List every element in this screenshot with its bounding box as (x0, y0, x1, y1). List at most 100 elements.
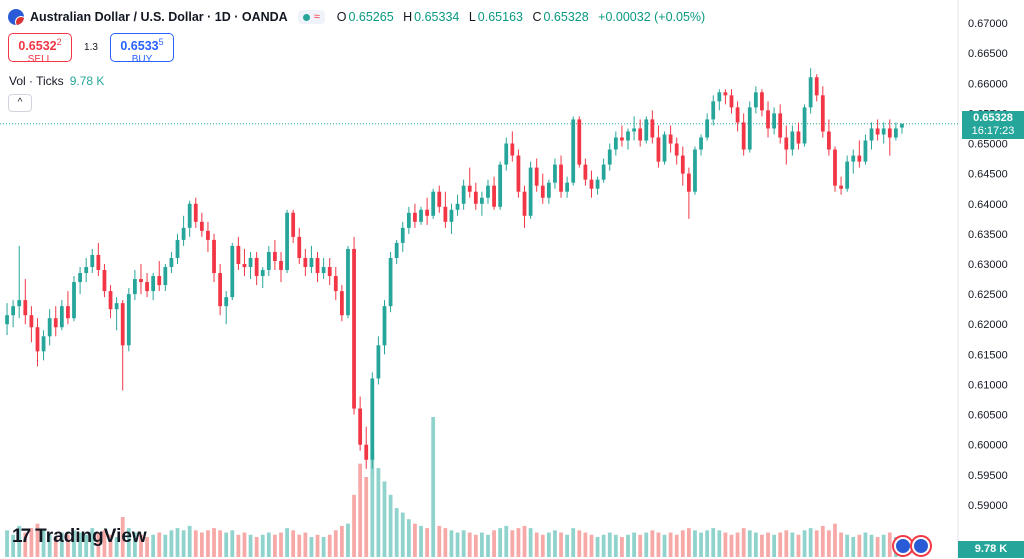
volume-bar (59, 532, 64, 557)
candle-body (546, 182, 551, 198)
candle (291, 209, 296, 243)
volume-bar (577, 530, 582, 557)
price-tick-label: 0.67000 (968, 18, 1008, 30)
candle (364, 426, 369, 469)
candle-body (279, 260, 283, 271)
candle (845, 155, 850, 192)
candle-body (711, 101, 716, 120)
candle-body (613, 137, 618, 150)
candle-body (78, 273, 82, 283)
volume-bar (279, 532, 283, 557)
buy-button[interactable]: 0.65335 BUY (110, 33, 174, 65)
candle-body (199, 221, 204, 231)
candle-body (589, 179, 594, 189)
candle (705, 113, 710, 141)
candle (339, 285, 344, 322)
candle-body (662, 134, 667, 162)
open-label: O (336, 10, 347, 24)
candle-body (729, 95, 734, 108)
candle-body (309, 257, 314, 268)
candle-body (266, 251, 271, 271)
candle-body (699, 137, 703, 150)
candle (827, 119, 831, 156)
tradingview-logo[interactable]: 17 TradingView (12, 526, 147, 548)
candle (766, 101, 770, 138)
volume-bar (546, 532, 551, 557)
candle (41, 330, 46, 361)
open-value: 0.65265 (348, 10, 394, 24)
volume-bar (620, 537, 624, 557)
candle (437, 185, 442, 213)
volume-bar (595, 537, 600, 557)
price-tick-label: 0.62500 (968, 289, 1008, 301)
close-value: 0.65328 (543, 10, 589, 24)
candle-body (394, 242, 399, 258)
candle-body (601, 164, 606, 180)
candle (218, 263, 223, 316)
candle-body (35, 327, 40, 352)
candle (169, 251, 174, 274)
volume-bar (437, 525, 442, 557)
volume-bar (303, 532, 308, 557)
volume-bar (315, 534, 320, 557)
candle (29, 306, 34, 343)
market-status-button[interactable]: ≈ (297, 10, 325, 24)
sell-button[interactable]: 0.65322 SELL (8, 33, 72, 65)
sell-label: SELL (27, 54, 53, 65)
candle (102, 263, 107, 298)
candle (528, 161, 533, 219)
candle (382, 300, 387, 355)
candle-body (218, 273, 223, 307)
candle-body (620, 137, 624, 141)
candle (820, 86, 825, 138)
candle-body (820, 95, 825, 132)
candle (193, 197, 198, 228)
volume-bar (613, 534, 618, 557)
candle-body (5, 315, 9, 325)
volume-bar (175, 528, 180, 557)
high-value: 0.65334 (414, 10, 460, 24)
market-open-dot-icon (302, 13, 310, 21)
candle (425, 197, 429, 225)
candle-body (376, 345, 381, 379)
candle-body (254, 257, 259, 277)
volume-bar (151, 534, 156, 557)
candle-body (248, 257, 253, 268)
candle (577, 116, 582, 168)
price-tick-label: 0.63000 (968, 259, 1008, 271)
volume-bar (248, 534, 253, 557)
volume-bar (370, 450, 375, 557)
candle-body (571, 119, 576, 183)
volume-bar (516, 528, 521, 557)
candle (693, 146, 697, 195)
volume-bar (29, 528, 34, 557)
volume-bar (723, 532, 728, 557)
candle (406, 206, 411, 234)
candle-body (291, 212, 296, 237)
volume-legend[interactable]: Vol · Ticks 9.78 K (9, 74, 104, 88)
candle (321, 257, 326, 280)
volume-bar (851, 537, 856, 557)
volume-bar (254, 537, 259, 557)
volume-bar (333, 530, 338, 557)
price-axis: 0.670000.665000.660000.655000.650000.645… (968, 18, 1008, 512)
volume-bar (47, 534, 52, 557)
candle (753, 86, 758, 114)
currency-icons[interactable] (892, 535, 932, 557)
candle-body (157, 276, 162, 286)
volume-bar (78, 532, 82, 557)
candle (881, 122, 886, 144)
volume-bar (139, 534, 143, 557)
candle (662, 131, 667, 165)
collapse-legend-button[interactable]: ^ (8, 94, 32, 112)
volume-bar (120, 517, 125, 557)
candle-body (17, 300, 22, 307)
symbol-title[interactable]: Australian Dollar / U.S. Dollar · 1D · O… (30, 10, 288, 24)
sell-price: 0.6532 (18, 39, 57, 53)
candle-body (492, 185, 496, 207)
volume-bar (352, 494, 356, 557)
candle-body (565, 182, 570, 192)
candle-body (881, 128, 886, 135)
volume-bar (510, 530, 515, 557)
